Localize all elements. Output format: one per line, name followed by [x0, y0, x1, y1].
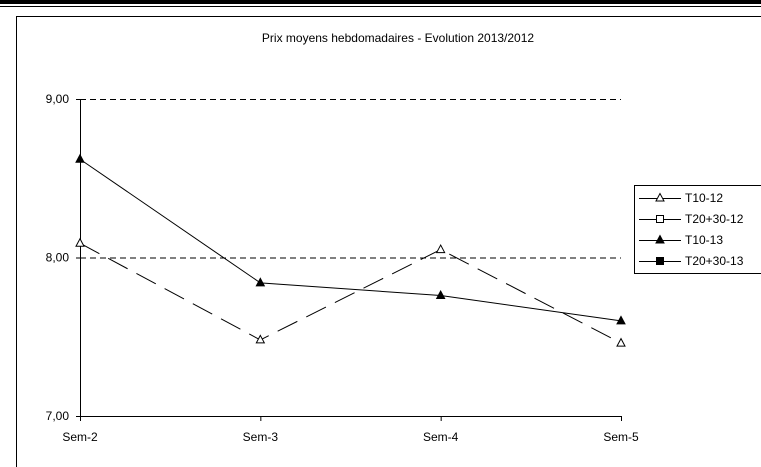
axes: [80, 99, 621, 417]
data-point: [616, 315, 626, 325]
top-border: [0, 0, 761, 4]
legend-marker: [655, 234, 665, 244]
series: [75, 153, 626, 347]
series-line-T10-12: [79, 242, 622, 344]
legend-marker: [656, 215, 664, 223]
legend-label: T10-12: [685, 191, 723, 205]
data-point: [435, 289, 446, 300]
data-point: [255, 334, 266, 344]
data-point: [616, 337, 626, 347]
y-tick-label: 8,00: [46, 251, 70, 265]
x-tick-label: Sem-2: [62, 430, 98, 444]
legend-box: [634, 185, 761, 274]
legend-label: T20+30-12: [685, 212, 744, 226]
grid: [80, 99, 621, 259]
legend-label: T20+30-13: [685, 254, 744, 268]
y-tick-label: 9,00: [46, 92, 70, 106]
legend-marker: [656, 257, 664, 265]
x-ticks: Sem-2 Sem-3 Sem-4 Sem-5: [62, 416, 639, 444]
legend-label: T10-13: [685, 233, 723, 247]
x-tick-label: Sem-3: [243, 430, 279, 444]
data-point: [435, 244, 446, 254]
data-point: [255, 277, 266, 287]
legend: T10-12 T20+30-12 T10-13 T20+30-13: [634, 185, 761, 274]
y-tick-label: 7,00: [46, 409, 70, 423]
data-point: [75, 153, 85, 163]
series-line-T10-13: [79, 158, 622, 322]
chart-title: Prix moyens hebdomadaires - Evolution 20…: [262, 31, 534, 45]
data-point: [75, 237, 85, 247]
x-tick-label: Sem-5: [603, 430, 639, 444]
legend-marker: [655, 192, 665, 202]
x-tick-label: Sem-4: [423, 430, 459, 444]
y-ticks: 7,00 8,00 9,00: [46, 92, 80, 423]
